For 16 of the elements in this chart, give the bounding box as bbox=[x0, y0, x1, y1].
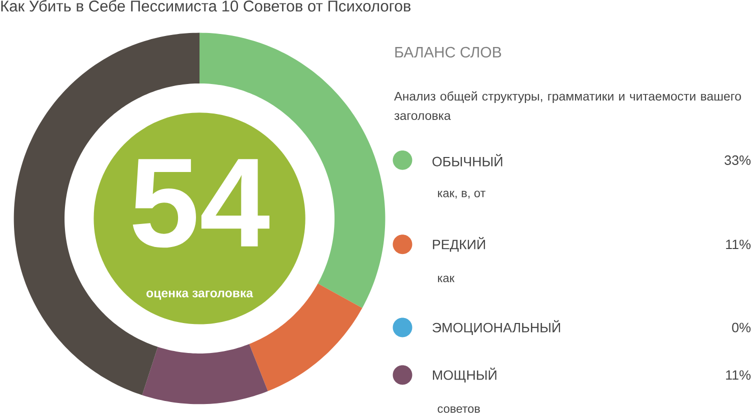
text: оценка заголовка bbox=[146, 290, 254, 300]
chart-title: Как Убить в Себе Пессимиста 10 Советов от Психологов bbox=[1, 0, 410, 12]
data-label: 11% bbox=[726, 240, 751, 250]
legend-label: РЕДКИЙ bbox=[432, 237, 485, 252]
text: советов bbox=[438, 406, 480, 413]
legend-label: ЭМОЦИОНАЛЬНЫЙ bbox=[432, 320, 560, 336]
text: Анализ общей структуры, грамматики и читаемости вашего заголовка bbox=[394, 91, 741, 120]
text: как bbox=[438, 276, 455, 282]
data-label: 33% bbox=[724, 156, 751, 166]
legend-title: БАЛАНС СЛОВ bbox=[395, 46, 502, 58]
text: 54 bbox=[132, 159, 270, 248]
text: 0% bbox=[732, 322, 751, 332]
data-label: 11% bbox=[726, 370, 751, 380]
text: как, в, от bbox=[438, 190, 486, 199]
legend-label: ОБЫЧНЫЙ bbox=[432, 154, 502, 166]
legend-label: МОЩНЫЙ bbox=[432, 368, 496, 383]
